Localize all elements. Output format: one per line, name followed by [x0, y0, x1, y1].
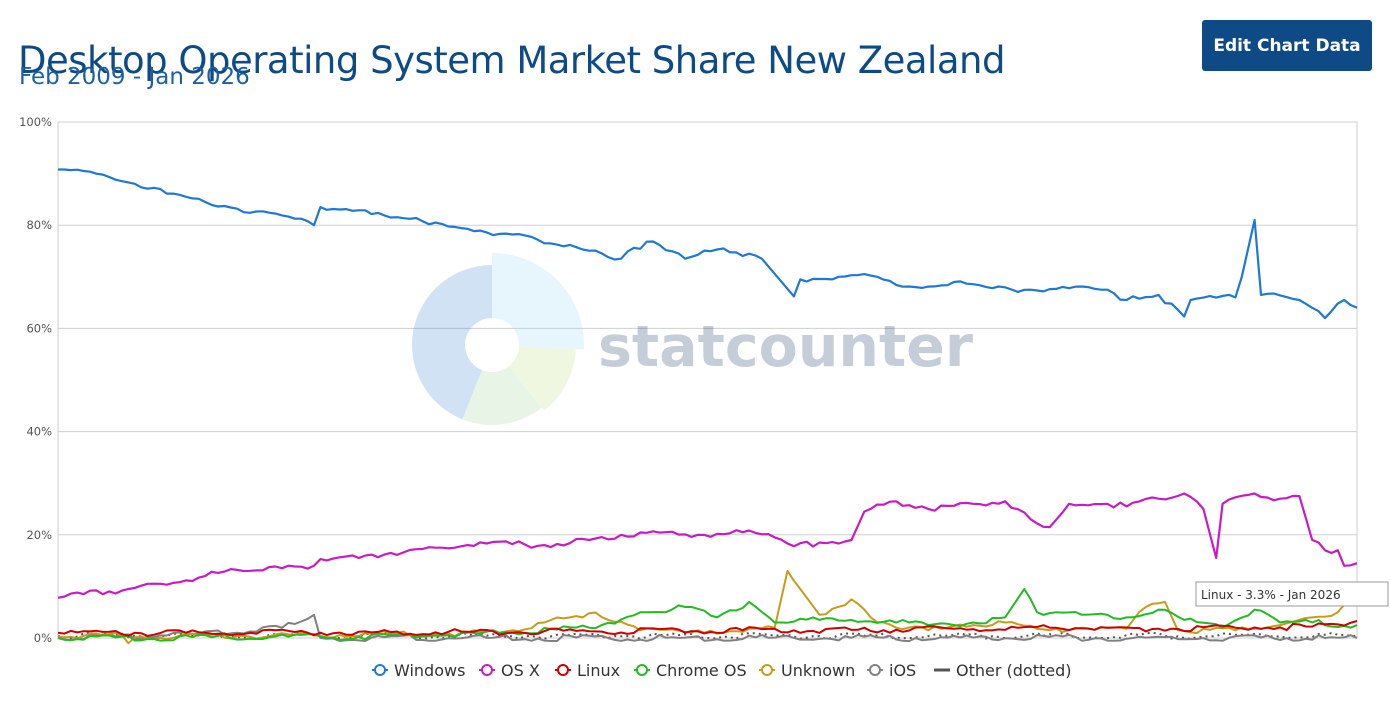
legend-label: Other (dotted): [956, 660, 1072, 680]
legend-item-chrome-os[interactable]: Chrome OS: [634, 658, 747, 682]
plot-area: [57, 121, 1358, 639]
legend-marker-icon: [759, 664, 775, 676]
legend-item-other-dotted[interactable]: Other (dotted): [934, 658, 1072, 682]
legend-item-os-x[interactable]: OS X: [479, 658, 540, 682]
legend-line-icon: [934, 668, 950, 672]
y-tick-label: 80%: [26, 218, 52, 232]
y-tick-label: 100%: [19, 115, 52, 129]
statcounter-watermark: statcounter: [411, 253, 973, 425]
series-line-linux: [57, 620, 1358, 637]
tooltip-text: Linux - 3.3% - Jan 2026: [1201, 588, 1341, 602]
series-line-chrome-os: [57, 588, 1358, 642]
legend-marker-icon: [479, 664, 495, 676]
chart-tooltip: Linux - 3.3% - Jan 2026: [1195, 581, 1389, 607]
legend-item-unknown[interactable]: Unknown: [759, 658, 855, 682]
legend-item-windows[interactable]: Windows: [372, 658, 465, 682]
legend-label: iOS: [889, 660, 917, 680]
legend-label: Chrome OS: [656, 660, 747, 680]
series-line-windows: [58, 168, 1358, 320]
edit-chart-data-button[interactable]: Edit Chart Data: [1202, 20, 1372, 71]
legend-marker-icon: [372, 664, 388, 676]
page-title: Desktop Operating System Market Share Ne…: [18, 38, 1005, 82]
legend-marker-icon: [867, 664, 883, 676]
y-tick-label: 0%: [34, 631, 52, 645]
legend-item-linux[interactable]: Linux: [555, 658, 620, 682]
y-tick-label: 20%: [26, 528, 52, 542]
tooltip-box: [1195, 581, 1389, 607]
legend-label: OS X: [501, 660, 540, 680]
legend-marker-icon: [634, 664, 650, 676]
legend-marker-icon: [555, 664, 571, 676]
chart-legend: Windows OS X Linux Chrome OS Unknown iOS Other…: [0, 658, 1390, 682]
page-subtitle: Feb 2009 - Jan 2026: [19, 64, 250, 90]
legend-label: Linux: [577, 660, 621, 680]
y-tick-label: 40%: [26, 425, 52, 439]
y-tick-label: 60%: [26, 321, 52, 335]
watermark-text: statcounter: [598, 314, 973, 380]
legend-label: Windows: [394, 660, 466, 680]
legend-item-ios[interactable]: iOS: [867, 658, 916, 682]
legend-label: Unknown: [781, 660, 856, 680]
series-line-os-x: [57, 492, 1358, 599]
series-line-ios: [57, 613, 1358, 643]
